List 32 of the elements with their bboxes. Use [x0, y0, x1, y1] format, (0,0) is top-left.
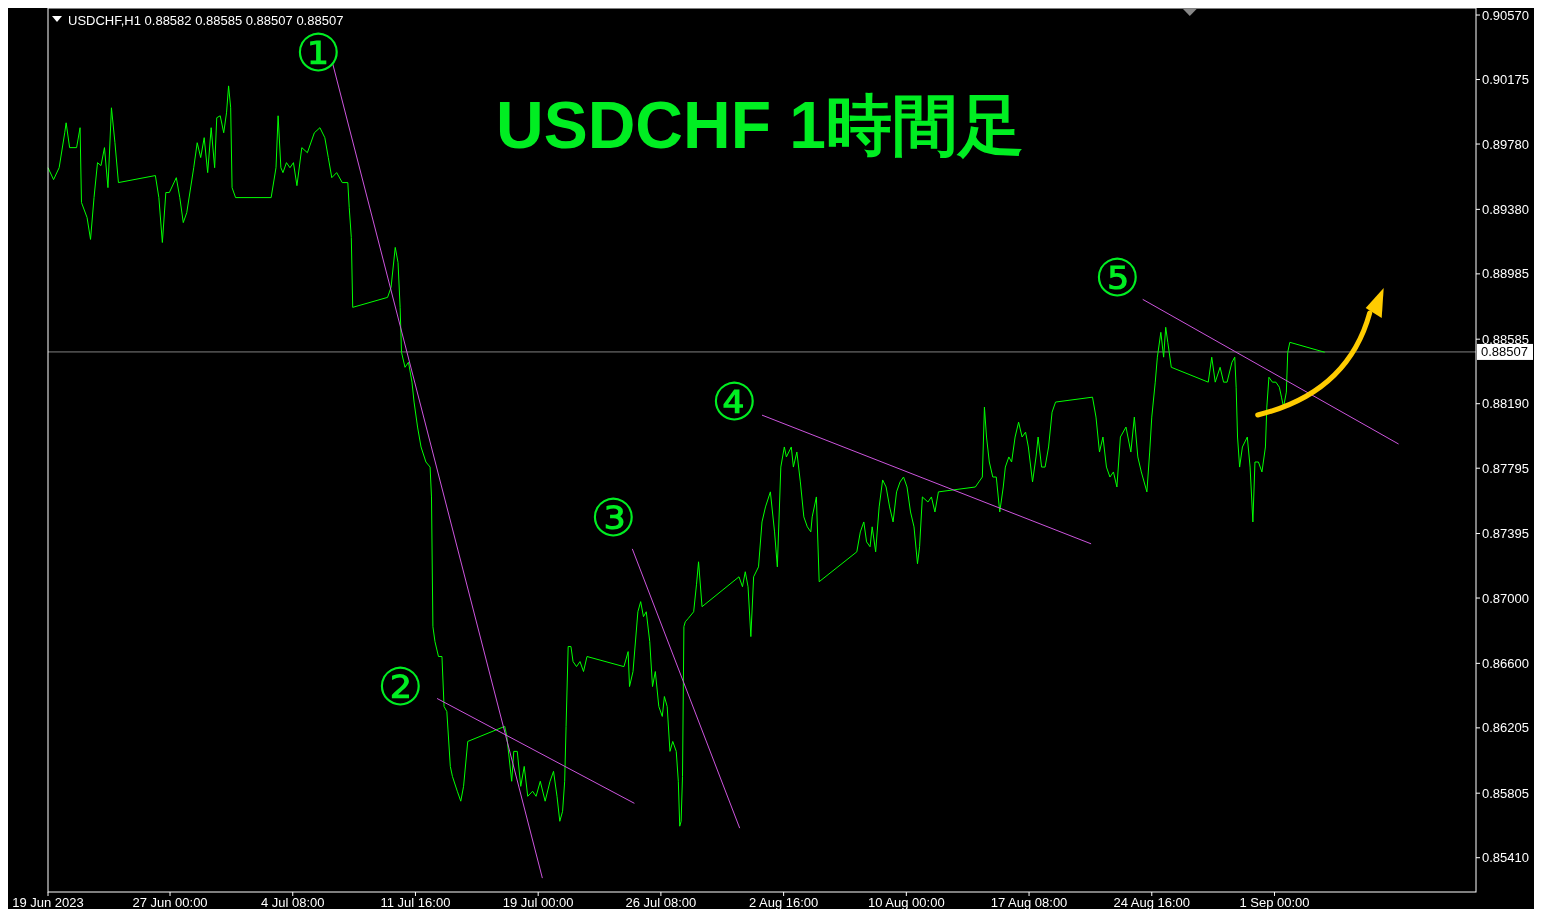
- y-tick-label: 0.86205: [1482, 720, 1529, 736]
- annotation: ②: [376, 657, 424, 716]
- x-tick-label: 17 Aug 08:00: [990, 895, 1068, 910]
- y-tick-label: 0.87795: [1482, 460, 1529, 476]
- y-tick-label: 0.89380: [1482, 201, 1529, 217]
- y-tick-label: 0.89780: [1482, 136, 1529, 152]
- y-tick-label: 0.87000: [1482, 590, 1529, 606]
- x-tick-label: 19 Jun 2023: [12, 895, 84, 910]
- ref-line-label: 0.88507: [1481, 344, 1528, 360]
- y-tick-label: 0.86600: [1482, 655, 1529, 671]
- y-tick-label: 0.85805: [1482, 785, 1529, 801]
- x-tick-label: 4 Jul 08:00: [260, 895, 325, 910]
- x-tick-label: 10 Aug 00:00: [868, 895, 945, 910]
- y-tick-label: 0.85410: [1482, 850, 1529, 866]
- x-tick-label: 27 Jun 00:00: [132, 895, 208, 910]
- annotation: ③: [589, 489, 637, 548]
- y-tick-label: 0.87395: [1482, 526, 1529, 542]
- y-tick-label: 0.90570: [1482, 7, 1529, 23]
- x-tick-label: 26 Jul 08:00: [625, 895, 697, 910]
- text: USDCHF 1時間足: [495, 88, 1025, 162]
- annotation: ⑤: [1094, 248, 1142, 307]
- y-tick-label: 0.88585: [1482, 331, 1529, 347]
- y-tick-label: 0.90175: [1482, 72, 1529, 88]
- x-tick-label: 2 Aug 16:00: [748, 895, 819, 910]
- x-tick-label: 19 Jul 00:00: [502, 895, 574, 910]
- annotation: ④: [710, 373, 758, 432]
- x-tick-label: 1 Sep 00:00: [1239, 895, 1310, 910]
- line-series: [47, 85, 1326, 827]
- y-tick-label: 0.88190: [1482, 396, 1529, 412]
- x-tick-label: 11 Jul 16:00: [380, 895, 451, 910]
- y-tick-label: 0.88985: [1482, 266, 1529, 282]
- x-tick-label: 24 Aug 16:00: [1113, 895, 1191, 910]
